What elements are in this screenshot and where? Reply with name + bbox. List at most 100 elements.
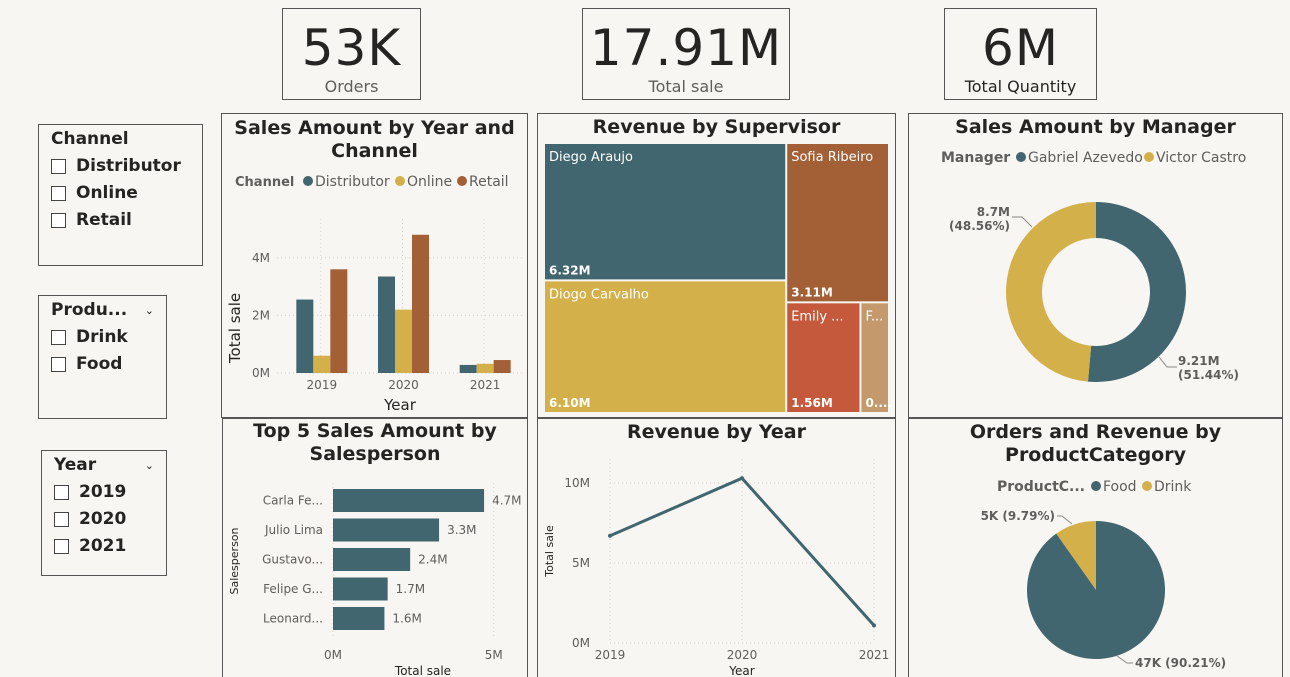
legend-item[interactable]: Drink bbox=[1154, 479, 1192, 495]
salesperson-bar[interactable] bbox=[333, 518, 440, 542]
legend-marker bbox=[1091, 481, 1101, 491]
bar-value-label: 3.3M bbox=[447, 523, 476, 537]
chevron-down-icon[interactable]: ⌄ bbox=[144, 458, 154, 472]
kpi-total-sale-value: 17.91M bbox=[589, 19, 783, 77]
bar-value-label: 2.4M bbox=[418, 553, 447, 567]
salesperson-bar[interactable] bbox=[333, 577, 388, 601]
kpi-orders-card[interactable]: 53K Orders bbox=[282, 8, 421, 100]
supervisor-chart-card[interactable]: Revenue by Supervisor Diego Araujo 6.32M D… bbox=[537, 113, 896, 418]
legend-marker bbox=[1142, 481, 1152, 491]
kpi-total-quantity-label: Total Quantity bbox=[964, 77, 1077, 96]
checkbox[interactable] bbox=[51, 329, 66, 345]
treemap-tile-name: Diogo Carvalho bbox=[549, 287, 649, 302]
product-option-food[interactable]: Food bbox=[51, 354, 154, 374]
chart-title: Revenue by Year bbox=[626, 421, 807, 443]
chart-title: Orders and Revenue by ProductCategory bbox=[969, 421, 1222, 466]
checkbox[interactable] bbox=[54, 511, 69, 527]
kpi-total-sale-card[interactable]: 17.91M Total sale bbox=[582, 8, 790, 100]
supervisor-treemap[interactable]: Diego Araujo 6.32M Diogo Carvalho 6.10M Sofi… bbox=[538, 114, 895, 417]
revenue-year-line-chart[interactable]: 0M 5M 10M 2019 2020 2021 Year Total sale bbox=[538, 419, 895, 677]
line-point[interactable] bbox=[608, 533, 612, 538]
manager-chart-card[interactable]: Sales Amount by Manager Manager Gabriel … bbox=[908, 113, 1283, 418]
manager-donut-chart[interactable]: Manager Gabriel Azevedo Victor Castro 9.2… bbox=[909, 114, 1282, 417]
salesperson-bar[interactable] bbox=[333, 548, 411, 571]
treemap-tile[interactable] bbox=[545, 281, 786, 412]
checkbox[interactable] bbox=[51, 158, 66, 174]
legend-item[interactable]: Distributor bbox=[315, 174, 390, 190]
product-slicer-title[interactable]: Produ... ⌄ bbox=[51, 300, 154, 320]
checkbox[interactable] bbox=[51, 212, 66, 228]
legend-title: Channel bbox=[235, 175, 294, 190]
salesperson-bar[interactable] bbox=[333, 607, 385, 630]
chevron-down-icon[interactable]: ⌄ bbox=[144, 303, 154, 317]
legend-marker bbox=[395, 176, 405, 186]
treemap-tile[interactable] bbox=[787, 303, 860, 412]
category-chart-card[interactable]: Orders and Revenue by ProductCategory Pr… bbox=[908, 418, 1283, 677]
year-slicer[interactable]: Year ⌄ 2019 2020 2021 bbox=[41, 450, 167, 576]
salesperson-bar[interactable] bbox=[333, 489, 485, 512]
leader-line bbox=[1057, 515, 1073, 525]
bar-online-2019[interactable] bbox=[313, 355, 331, 373]
legend-item[interactable]: Victor Castro bbox=[1156, 150, 1246, 166]
year-option-2021[interactable]: 2021 bbox=[54, 536, 154, 556]
pie-slice-food[interactable] bbox=[1027, 521, 1165, 659]
salesperson-chart-card[interactable]: Top 5 Sales Amount by Salesperson 0M 5M C… bbox=[222, 418, 528, 677]
bar-retail-2020[interactable] bbox=[412, 234, 429, 373]
donut-slice-victor-castro[interactable] bbox=[1006, 202, 1096, 382]
bar-retail-2019[interactable] bbox=[330, 269, 348, 373]
slice-label: 5K (9.79%) bbox=[981, 509, 1055, 523]
year-slicer-title[interactable]: Year ⌄ bbox=[54, 455, 154, 475]
treemap-tile[interactable] bbox=[861, 303, 888, 412]
revenue-year-chart-card[interactable]: Revenue by Year 0M 5M 10M 2019 2020 2021 Year… bbox=[537, 418, 896, 677]
bar-distributor-2021[interactable] bbox=[459, 364, 477, 373]
treemap-tile-name: Emily ... bbox=[791, 309, 843, 324]
treemap-tile-value: 0.... bbox=[865, 396, 892, 410]
bar-retail-2021[interactable] bbox=[493, 360, 511, 373]
year-option-2019[interactable]: 2019 bbox=[54, 482, 154, 502]
checkbox[interactable] bbox=[54, 538, 69, 554]
channel-option-retail[interactable]: Retail bbox=[51, 210, 190, 230]
pie-slice-drink[interactable] bbox=[1056, 521, 1096, 590]
salesperson-bar-chart[interactable]: 0M 5M Carla Fe... 4.7M Julio Lima 3.3M Gustav… bbox=[223, 419, 527, 677]
legend-item[interactable]: Online bbox=[407, 174, 452, 190]
bar-online-2020[interactable] bbox=[395, 309, 412, 373]
line-point[interactable] bbox=[740, 476, 744, 481]
kpi-total-quantity-card[interactable]: 6M Total Quantity bbox=[944, 8, 1097, 100]
slice-label: 47K (90.21%) bbox=[1135, 656, 1226, 670]
y-tick-label: 4M bbox=[252, 251, 270, 265]
year-channel-chart-card[interactable]: Sales Amount by Year and Channel Channel… bbox=[221, 113, 528, 418]
bar-online-2021[interactable] bbox=[476, 363, 494, 373]
category-pie-chart[interactable]: ProductC... Food Drink 5K (9.79%) 47K (90.… bbox=[909, 419, 1282, 677]
year-channel-chart[interactable]: Channel Distributor Online Retail 0M 2M 4M 20… bbox=[222, 114, 527, 417]
kpi-total-quantity-value: 6M bbox=[982, 19, 1059, 77]
product-option-drink[interactable]: Drink bbox=[51, 327, 154, 347]
line-point[interactable] bbox=[872, 623, 876, 628]
donut-slice-gabriel-azevedo[interactable] bbox=[1087, 202, 1186, 382]
y-axis-title: Total sale bbox=[543, 525, 556, 578]
y-tick-label: Carla Fe... bbox=[263, 494, 323, 508]
leader-line bbox=[1158, 356, 1177, 368]
bar-distributor-2020[interactable] bbox=[378, 276, 395, 373]
y-tick-label: Gustavo... bbox=[262, 553, 323, 567]
kpi-total-sale-label: Total sale bbox=[648, 77, 724, 96]
channel-option-distributor[interactable]: Distributor bbox=[51, 156, 190, 176]
bar-distributor-2019[interactable] bbox=[296, 299, 314, 373]
checkbox[interactable] bbox=[51, 356, 66, 372]
checkbox[interactable] bbox=[51, 185, 66, 201]
legend-title: Manager bbox=[941, 150, 1010, 166]
slice-label: 8.7M bbox=[977, 205, 1010, 219]
legend-marker bbox=[1144, 152, 1154, 162]
bar-value-label: 1.7M bbox=[396, 582, 425, 596]
channel-slicer[interactable]: Channel Distributor Online Retail bbox=[38, 124, 203, 266]
treemap-tile[interactable] bbox=[787, 144, 888, 302]
product-slicer[interactable]: Produ... ⌄ Drink Food bbox=[38, 295, 167, 419]
kpi-orders-label: Orders bbox=[324, 77, 379, 96]
treemap-tile[interactable] bbox=[545, 144, 786, 280]
channel-option-online[interactable]: Online bbox=[51, 183, 190, 203]
legend-item[interactable]: Retail bbox=[469, 174, 509, 190]
year-option-2020[interactable]: 2020 bbox=[54, 509, 154, 529]
leader-line bbox=[1012, 216, 1033, 228]
checkbox[interactable] bbox=[54, 484, 69, 500]
legend-item[interactable]: Food bbox=[1103, 479, 1137, 495]
legend-item[interactable]: Gabriel Azevedo bbox=[1028, 150, 1143, 166]
